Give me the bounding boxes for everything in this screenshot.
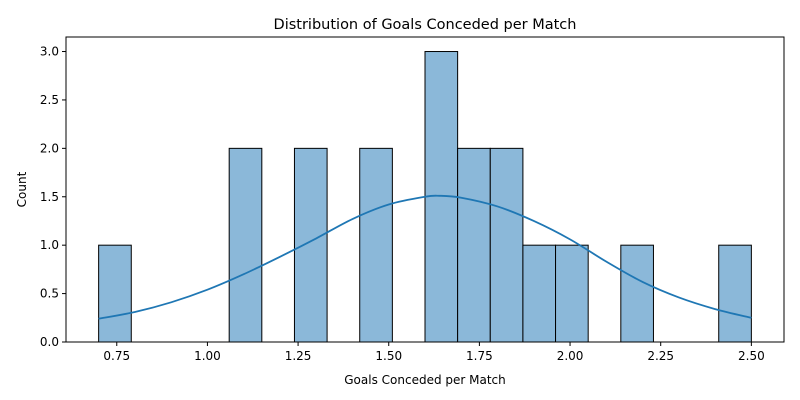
- histogram-bar-12: [489, 147, 524, 343]
- x-tick-label-4: 1.75: [466, 349, 493, 363]
- chart-title: Distribution of Goals Conceded per Match: [274, 17, 577, 33]
- x-tick-label-7: 2.50: [738, 349, 765, 363]
- y-tick-label-3: 1.5: [40, 190, 59, 204]
- histogram-bar-4: [228, 147, 263, 343]
- y-tick-label-4: 2.0: [40, 141, 59, 155]
- y-tick-label-2: 1.0: [40, 238, 59, 252]
- x-tick-label-1: 1.00: [194, 349, 221, 363]
- y-tick-label-1: 0.5: [40, 287, 59, 301]
- x-tick-label-6: 2.25: [647, 349, 674, 363]
- y-tick-label-5: 2.5: [40, 93, 59, 107]
- histogram-bar-14: [555, 244, 589, 343]
- histogram-bar-0: [98, 244, 132, 343]
- y-axis-ticks: 0.0 0.5 1.0 1.5 2.0 2.5 3.0: [40, 45, 66, 349]
- y-tick-label-6: 3.0: [40, 45, 59, 59]
- x-axis-ticks: 0.75 1.00 1.25 1.50 1.75 2.00 2.25 2.50: [103, 342, 765, 363]
- kde-curve: [98, 194, 752, 320]
- x-tick-label-2: 1.25: [285, 349, 312, 363]
- bars-layer: [98, 51, 752, 343]
- plot-frame: [65, 36, 785, 343]
- y-axis-label: Count: [15, 171, 29, 207]
- histogram-bar-13: [522, 244, 557, 343]
- histogram-bar-16: [620, 244, 654, 343]
- y-tick-label-0: 0.0: [40, 335, 59, 349]
- histogram-bar-11: [457, 147, 491, 343]
- x-tick-label-5: 2.00: [557, 349, 584, 363]
- histogram-bar-19: [718, 244, 752, 343]
- x-tick-label-3: 1.50: [375, 349, 402, 363]
- x-tick-label-0: 0.75: [103, 349, 130, 363]
- histogram-bar-8: [359, 147, 393, 343]
- x-axis-label: Goals Conceded per Match: [344, 373, 506, 387]
- histogram-bar-6: [293, 147, 328, 343]
